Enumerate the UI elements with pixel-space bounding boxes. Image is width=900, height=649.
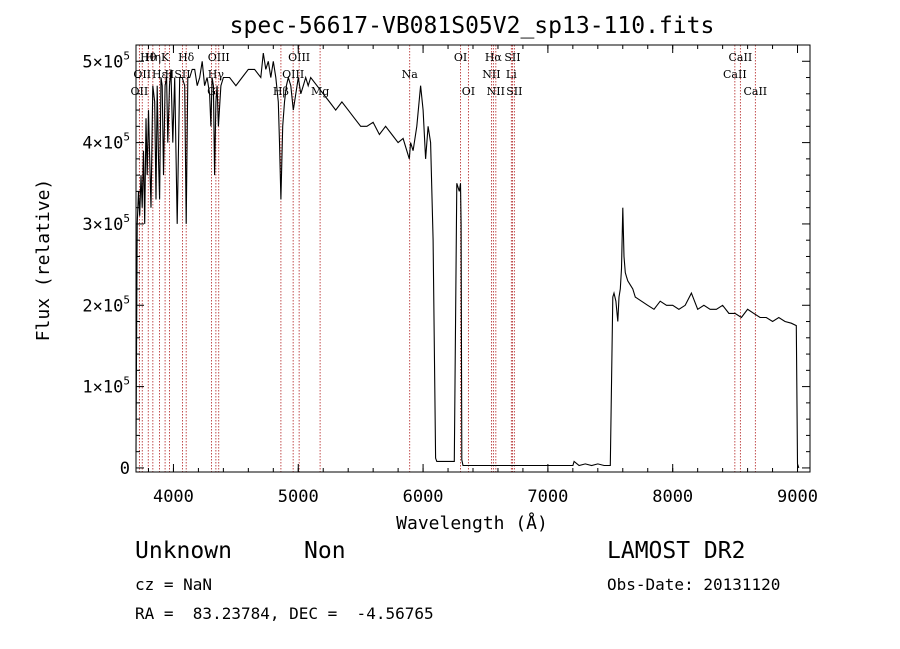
ra-dec-coordinates: RA = 83.23784, DEC = -4.56765 [135, 604, 434, 623]
y-tick-mantissa: 5×10 [82, 52, 123, 72]
line-label: Hε [152, 68, 168, 81]
y-tick-label: 3×105 [82, 212, 130, 235]
survey-name: LAMOST DR2 [607, 538, 746, 564]
y-tick-label: 0 [120, 459, 130, 479]
y-tick-mantissa: 2×10 [82, 296, 123, 316]
line-label: OII [131, 85, 149, 98]
plot-frame [135, 44, 811, 473]
line-label: SII [174, 68, 190, 81]
line-label: SII [504, 51, 520, 64]
line-label: Hα [485, 51, 503, 64]
line-label: CaII [729, 51, 753, 64]
y-tick-exponent: 5 [123, 49, 130, 62]
spectral-class: Unknown [135, 538, 232, 564]
line-label: K [161, 51, 170, 64]
y-tick-mantissa: 0 [120, 459, 130, 479]
line-label: OIII [208, 51, 230, 64]
x-tick-label: 7000 [527, 487, 568, 507]
y-tick-label: 5×105 [82, 49, 130, 72]
line-label: CaII [723, 68, 747, 81]
redshift-cz: cz = NaN [135, 575, 213, 594]
line-label: NII [487, 85, 505, 98]
line-marker-layer [138, 45, 756, 472]
line-label: Mg [311, 85, 329, 98]
y-tick-mantissa: 3×10 [82, 215, 123, 235]
y-tick-label: 2×105 [82, 293, 130, 316]
y-axis-label: Flux (relative) [33, 179, 54, 342]
line-label: Hδ [178, 51, 195, 64]
line-label: Hγ [208, 68, 225, 81]
spectrum-series-line [135, 53, 800, 469]
line-label: Hθ [140, 51, 157, 64]
x-tick-label: 9000 [777, 487, 818, 507]
x-tick-label: 8000 [652, 487, 693, 507]
y-tick-exponent: 5 [123, 212, 130, 225]
y-tick-mantissa: 4×10 [82, 134, 123, 154]
line-label: NII [482, 68, 500, 81]
x-axis-label: Wavelength (Å) [396, 512, 548, 534]
spectral-subclass: Non [304, 538, 346, 564]
line-label: SII [506, 85, 522, 98]
chart-title: spec-56617-VB081S05V2_sp13-110.fits [230, 13, 715, 39]
x-tick-label: 5000 [278, 487, 319, 507]
observation-date: Obs-Date: 20131120 [607, 575, 781, 594]
line-label: Na [402, 68, 419, 81]
line-label: OI [454, 51, 467, 64]
y-tick-exponent: 5 [123, 293, 130, 306]
line-label: Hη [145, 51, 161, 64]
y-tick-exponent: 5 [123, 375, 130, 388]
x-tick-label: 6000 [403, 487, 444, 507]
x-tick-label: 4000 [153, 487, 194, 507]
line-label: H [165, 68, 175, 81]
line-label: OIII [282, 68, 304, 81]
line-label: Li [506, 68, 517, 81]
y-tick-label: 1×105 [82, 375, 130, 398]
line-label: OIII [288, 51, 310, 64]
y-tick-label: 4×105 [82, 131, 130, 154]
line-label: OI [462, 85, 475, 98]
y-tick-mantissa: 1×10 [82, 378, 123, 398]
line-label: CaII [743, 85, 767, 98]
x-axis-ticks: 4000 5000 6000 7000 8000 9000 [147, 45, 818, 507]
y-tick-exponent: 5 [123, 131, 130, 144]
